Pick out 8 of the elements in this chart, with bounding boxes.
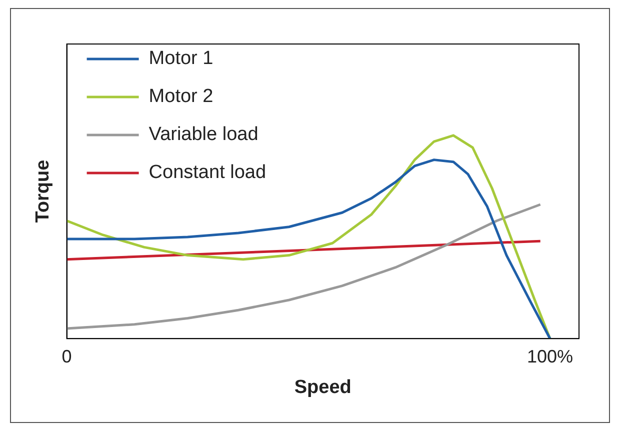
x-tick-label: 100% (526, 346, 574, 366)
legend-label: Constant load (148, 162, 266, 184)
legend-label: Variable load (148, 124, 258, 146)
x-tick-label: 0 (62, 346, 72, 366)
y-axis-title: Torque (32, 160, 54, 223)
legend-label: Motor 2 (148, 86, 214, 108)
legend-label: Motor 1 (148, 48, 214, 70)
x-axis-title: Speed (294, 376, 352, 398)
